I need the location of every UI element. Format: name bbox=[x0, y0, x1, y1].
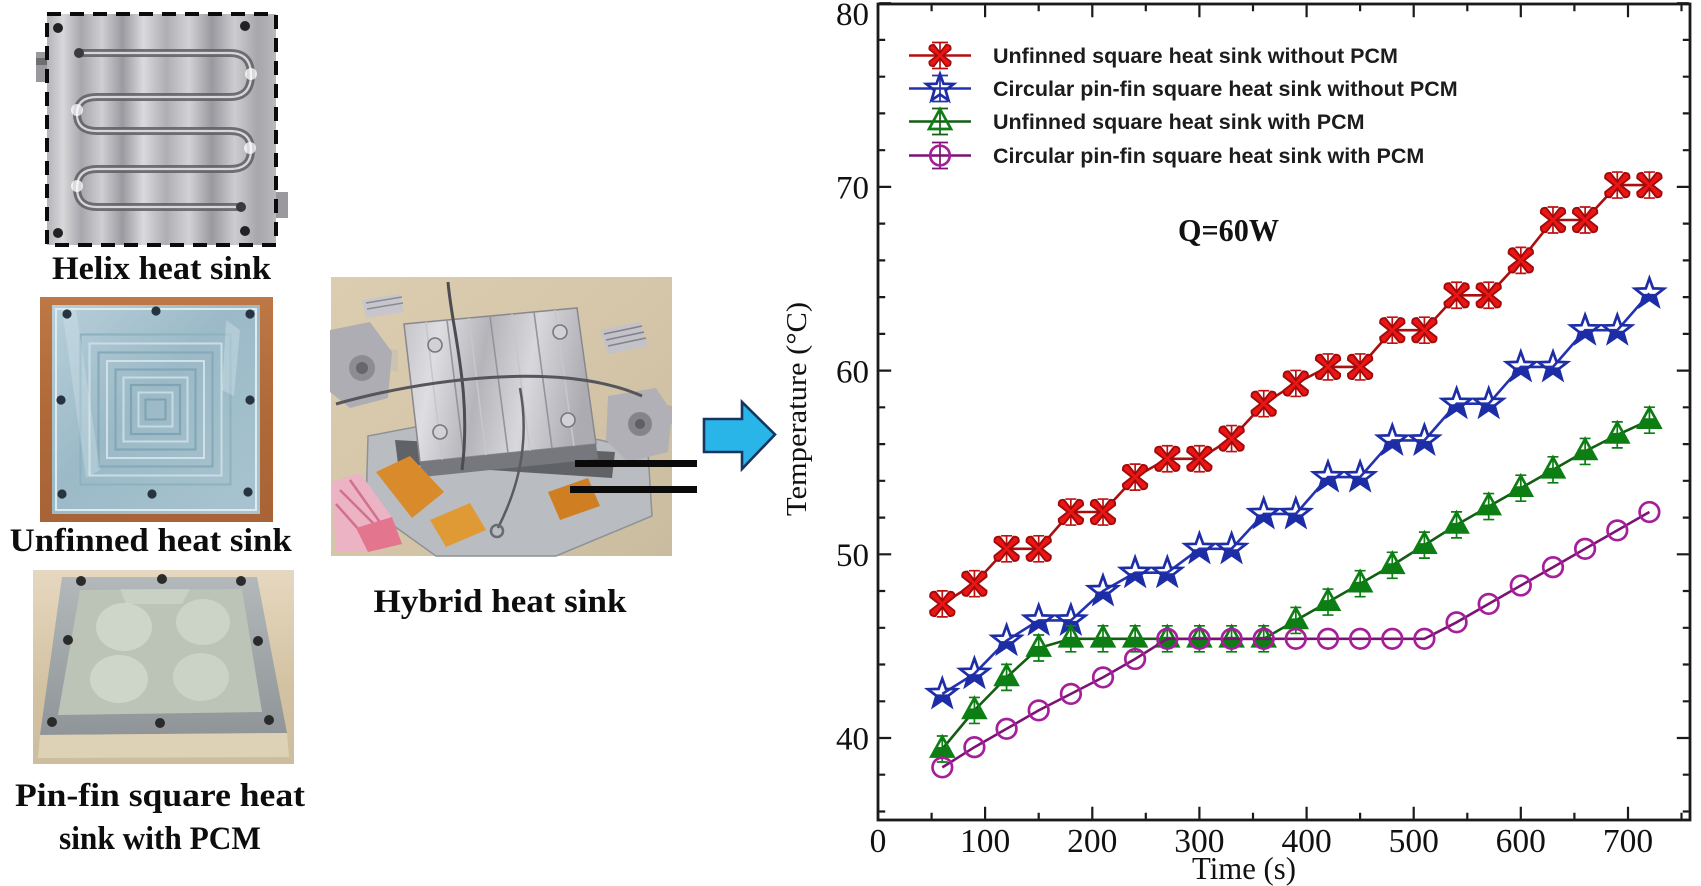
svg-text:Temperature (°C): Temperature (°C) bbox=[781, 302, 813, 516]
svg-text:Unfinned square heat sink with: Unfinned square heat sink with PCM bbox=[993, 110, 1365, 134]
svg-text:Time (s): Time (s) bbox=[1192, 850, 1296, 886]
svg-text:300: 300 bbox=[1174, 823, 1224, 860]
svg-text:Pin-fin square heat: Pin-fin square heat bbox=[15, 778, 305, 814]
svg-text:600: 600 bbox=[1496, 823, 1546, 860]
svg-text:60: 60 bbox=[836, 354, 869, 390]
svg-text:70: 70 bbox=[836, 171, 869, 207]
svg-text:Unfinned square heat sink with: Unfinned square heat sink without PCM bbox=[993, 44, 1398, 68]
svg-text:700: 700 bbox=[1603, 823, 1653, 860]
svg-text:Unfinned heat sink: Unfinned heat sink bbox=[10, 523, 293, 559]
svg-text:Q=60W: Q=60W bbox=[1178, 212, 1279, 248]
svg-text:500: 500 bbox=[1389, 823, 1439, 860]
svg-text:Circular pin-fin square heat s: Circular pin-fin square heat sink withou… bbox=[993, 77, 1458, 101]
svg-text:400: 400 bbox=[1281, 823, 1331, 860]
svg-text:50: 50 bbox=[836, 538, 869, 574]
svg-text:200: 200 bbox=[1067, 823, 1117, 860]
svg-text:Circular pin-fin square heat s: Circular pin-fin square heat sink with P… bbox=[993, 144, 1424, 168]
svg-text:sink with PCM: sink with PCM bbox=[59, 821, 261, 857]
svg-text:Helix heat sink: Helix heat sink bbox=[52, 251, 272, 287]
svg-text:40: 40 bbox=[836, 722, 869, 758]
svg-text:Hybrid heat sink: Hybrid heat sink bbox=[374, 584, 628, 620]
svg-text:80: 80 bbox=[836, 0, 869, 33]
svg-text:100: 100 bbox=[960, 823, 1010, 860]
svg-text:0: 0 bbox=[870, 823, 887, 860]
